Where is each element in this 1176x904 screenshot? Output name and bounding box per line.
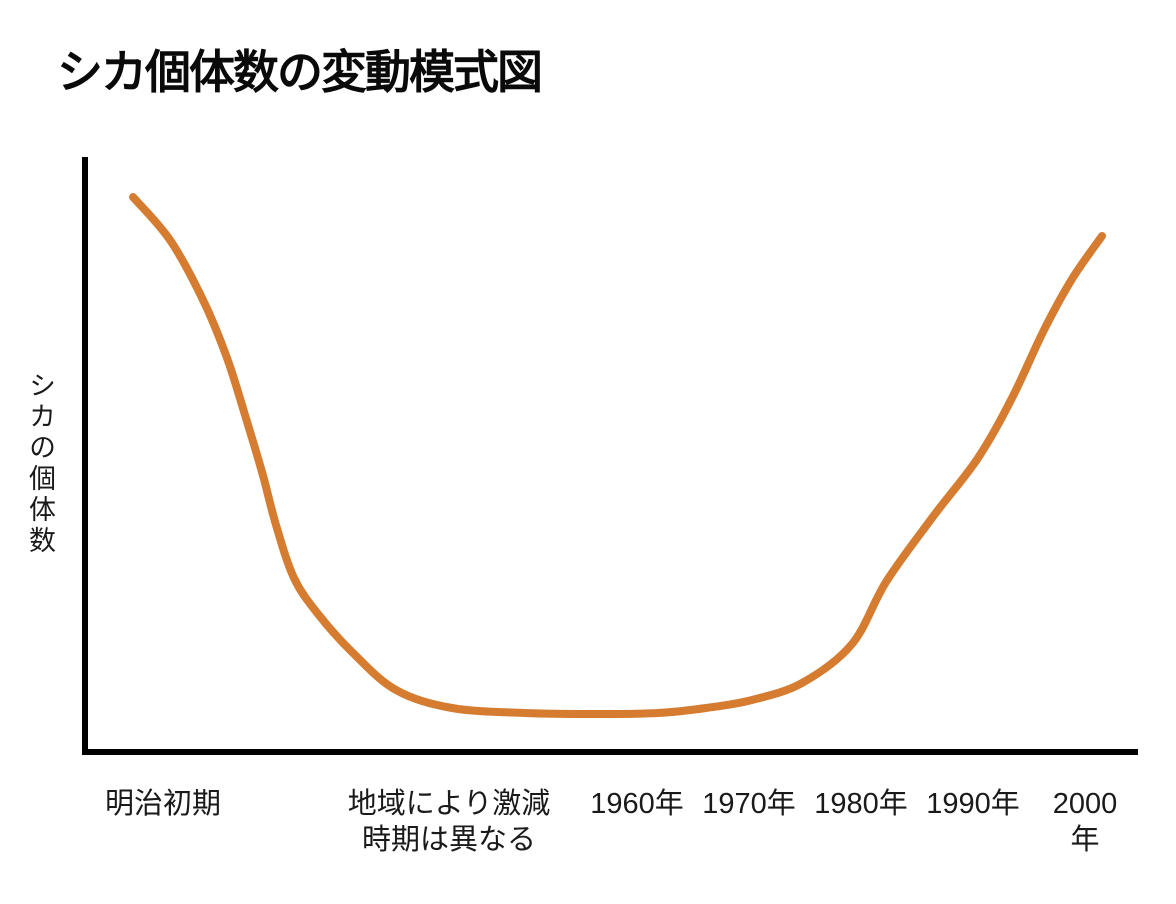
x-tick-label: 2000年 (1052, 788, 1118, 856)
chart-title: シカ個体数の変動模式図 (57, 46, 543, 98)
axes-lines (82, 157, 1138, 755)
x-tick-label: 1980年 (814, 788, 908, 820)
deer-population-curve (129, 193, 1106, 718)
x-tick-label: 1960年 (590, 788, 684, 820)
x-tick-label: 明治初期 (104, 788, 222, 820)
y-axis-label: シカの個体数 (25, 371, 55, 557)
x-tick-label: 1990年 (926, 788, 1020, 820)
x-tick-label: 1970年 (702, 788, 796, 820)
x-tick-label: 地域により激減 時期は異なる (347, 788, 551, 856)
